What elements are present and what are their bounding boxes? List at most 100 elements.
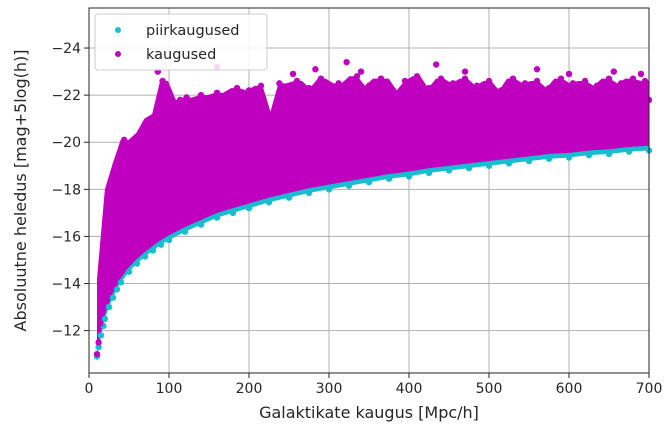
kaugused-point [159,77,166,85]
kaugused-point [106,268,114,275]
y-tick-label: −14 [51,277,81,293]
kaugused-point [165,101,173,108]
kaugused-point [338,84,345,92]
y-tick-label: −24 [51,41,81,57]
piirkaugused-point [97,332,105,339]
piirkaugused-point [149,247,157,254]
piirkaugused-point [565,154,573,161]
piirkaugused-point [445,167,453,174]
y-tick-label: −22 [51,88,81,104]
piirkaugused-point [345,182,353,189]
y-tick-label: −16 [51,229,81,245]
piirkaugused-point [105,303,113,311]
legend-label-kaugused: kaugused [146,47,216,63]
kaugused-point [527,113,534,120]
kaugused-point [181,129,189,137]
kaugused-point [164,176,171,184]
kaugused-point [101,275,109,283]
kaugused-point [329,117,337,125]
kaugused-point [343,58,350,66]
kaugused-point [148,115,155,122]
y-axis-label: Absoluutne heledus [mag+5log(h)] [11,50,30,332]
kaugused-point [141,186,149,193]
kaugused-point [252,127,259,134]
kaugused-point [93,350,101,358]
kaugused-point [641,77,649,85]
kaugused-point [516,94,523,101]
x-tick-label: 500 [476,381,503,397]
data-band-layer [97,76,649,357]
kaugused-point [468,94,475,101]
x-tick-label: 100 [156,381,183,397]
x-tick-label: 200 [236,381,263,397]
kaugused-point [151,131,158,139]
kaugused-point [521,80,529,87]
kaugused-point [170,98,177,106]
kaugused-point [575,108,582,115]
kaugused-point [111,252,118,259]
kaugused-point [420,101,427,108]
piirkaugused-point [113,286,121,293]
piirkaugused-point [141,253,149,260]
kaugused-point [183,94,190,101]
kaugused-point [103,285,110,292]
kaugused-point [229,131,237,139]
x-tick-label: 300 [316,381,343,397]
piirkaugused-point [157,241,165,248]
kaugused-point [407,115,414,122]
kaugused-point [636,91,643,99]
kaugused-point [401,77,409,85]
kaugused-point [449,80,457,87]
kaugused-point [413,73,421,80]
kaugused-point [145,148,153,155]
kaugused-point [623,106,630,113]
piirkaugused-point [229,209,237,217]
kaugused-point [121,174,128,181]
piirkaugused-point [325,186,333,193]
piirkaugused-point [425,169,433,177]
piirkaugused-point [625,148,633,155]
kaugused-point [189,98,197,106]
kaugused-point [473,82,481,89]
kaugused-point [300,113,307,120]
kaugused-point [455,113,462,120]
kaugused-point [137,157,145,165]
kaugused-point [461,75,469,82]
kaugused-point [437,75,445,82]
kaugused-point [121,136,128,144]
piirkaugused-point [385,175,393,182]
kaugused-point [209,117,217,125]
kaugused-band [97,76,649,352]
kaugused-point [629,75,637,82]
kaugused-point [168,124,175,132]
x-axis-label: Galaktikate kaugus [Mpc/h] [259,403,479,422]
kaugused-point [533,77,541,85]
kaugused-point [276,80,283,87]
kaugused-point [610,68,617,75]
kaugused-point [263,108,270,115]
kaugused-point [557,75,565,82]
kaugused-point [124,162,131,169]
piirkaugused-point [125,268,133,275]
kaugused-point [122,200,129,207]
piirkaugused-point [95,343,102,351]
kaugused-point [193,134,201,141]
kaugused-point [551,103,558,111]
kaugused-point [105,256,112,264]
kaugused-point [257,82,265,89]
x-tick-label: 0 [85,381,94,397]
kaugused-point [153,110,161,118]
kaugused-point [617,122,625,129]
kaugused-point [324,98,331,106]
kaugused-point [180,120,187,127]
y-tick-label: −20 [51,135,81,151]
kaugused-point [249,94,257,101]
kaugused-point [545,84,553,92]
kaugused-point [431,122,438,129]
kaugused-point [509,75,517,82]
piirkaugused-point [505,160,513,167]
piirkaugused-point [265,199,273,206]
legend: piirkaugused kaugused [94,13,268,71]
kaugused-point [581,77,589,85]
kaugused-point [612,89,619,96]
